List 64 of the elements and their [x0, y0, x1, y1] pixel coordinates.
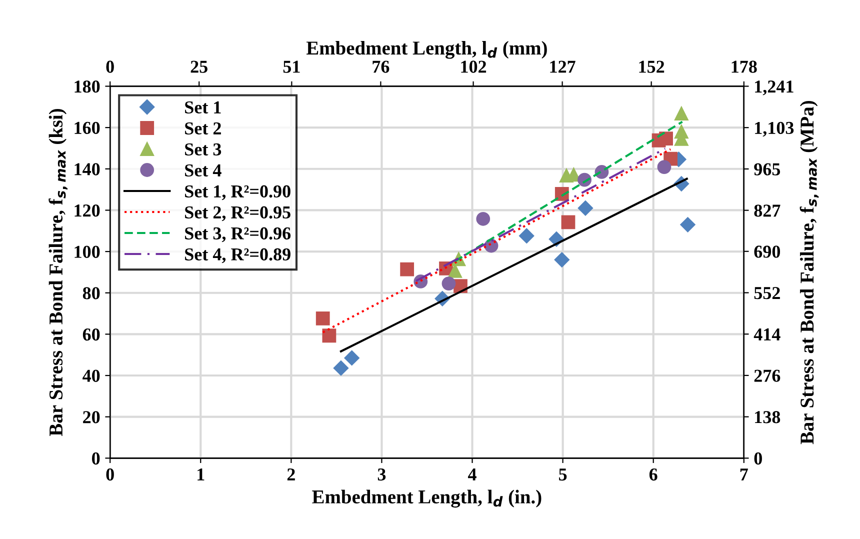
x-axis-title: Embedment Length, l$_{d}$ (in.) [312, 490, 542, 508]
y2-tick-label: 1,103 [755, 122, 794, 137]
point [657, 160, 672, 174]
y2-tick-label: 276 [754, 370, 780, 382]
x-tick-label: 0 [106, 468, 114, 481]
x2-tick-label: 102 [461, 60, 486, 73]
point [316, 312, 330, 326]
point [519, 228, 534, 244]
y2-tick-label: 1,241 [755, 80, 794, 96]
x-tick-label: 1 [198, 468, 204, 480]
point [400, 262, 414, 276]
point [476, 212, 490, 226]
point [344, 350, 360, 366]
x-tick-label: 5 [559, 468, 567, 481]
point [680, 217, 696, 232]
legend-label: Set 3, R²=0.96 [185, 227, 291, 242]
y-tick-label: 0 [92, 452, 100, 465]
point [322, 328, 336, 343]
x2-tick-label: 51 [283, 60, 300, 73]
point [554, 252, 570, 268]
x2-axis-title: Embedment Length, l$_{d}$ (mm) [306, 40, 547, 59]
y-tick-label: 180 [74, 80, 100, 93]
x2-tick-label: 127 [550, 60, 576, 73]
y2-tick-label: 965 [754, 163, 780, 176]
point [578, 200, 594, 216]
x2-tick-label: 25 [190, 60, 208, 73]
y-tick-label: 80 [82, 287, 100, 300]
y-tick-label: 160 [74, 122, 100, 134]
y2-tick-label: 827 [754, 204, 780, 217]
x-tick-label: 7 [740, 468, 748, 480]
x2-tick-label: 0 [106, 60, 114, 73]
legend-label: Set 4, R²=0.89 [185, 248, 290, 264]
y-tick-label: 100 [74, 246, 100, 258]
y-tick-label: 60 [82, 328, 100, 341]
y-tick-label: 40 [82, 370, 100, 382]
x2-tick-label: 178 [732, 60, 757, 73]
y-axis-title: Bar Stress at Bond Failure, f$_{s,max}$ (ksi) [48, 108, 68, 436]
x2-tick-label: 152 [639, 60, 664, 73]
y-tick-label: 20 [83, 411, 100, 424]
x-tick-label: 3 [378, 468, 386, 481]
legend-label: Set 2, R²=0.95 [185, 206, 290, 222]
legend-label: Set 4 [185, 164, 222, 176]
y2-tick-label: 138 [755, 411, 780, 424]
y2-axis-title: Bar Stress at Bond Failure, f$_{s,max}$ (MPa) [800, 100, 819, 444]
y-tick-label: 140 [74, 163, 100, 176]
legend-label: Set 1, R²=0.90 [185, 185, 290, 200]
x-tick-label: 2 [287, 468, 295, 480]
point [442, 276, 456, 291]
y2-tick-label: 0 [754, 452, 762, 465]
y2-tick-label: 690 [754, 246, 780, 258]
point [448, 264, 462, 278]
point [659, 132, 673, 146]
point [333, 360, 349, 376]
x2-tick-label: 76 [372, 60, 390, 73]
y2-tick-label: 552 [754, 287, 780, 300]
legend-label: Set 2 [185, 122, 221, 134]
y-tick-label: 120 [74, 204, 100, 217]
y2-tick-label: 414 [754, 328, 780, 340]
x-tick-label: 4 [468, 468, 476, 480]
point [561, 215, 576, 230]
x-tick-label: 6 [649, 468, 658, 481]
legend-label: Set 3 [185, 143, 222, 156]
point [674, 106, 688, 120]
legend-label: Set 1 [185, 101, 221, 114]
